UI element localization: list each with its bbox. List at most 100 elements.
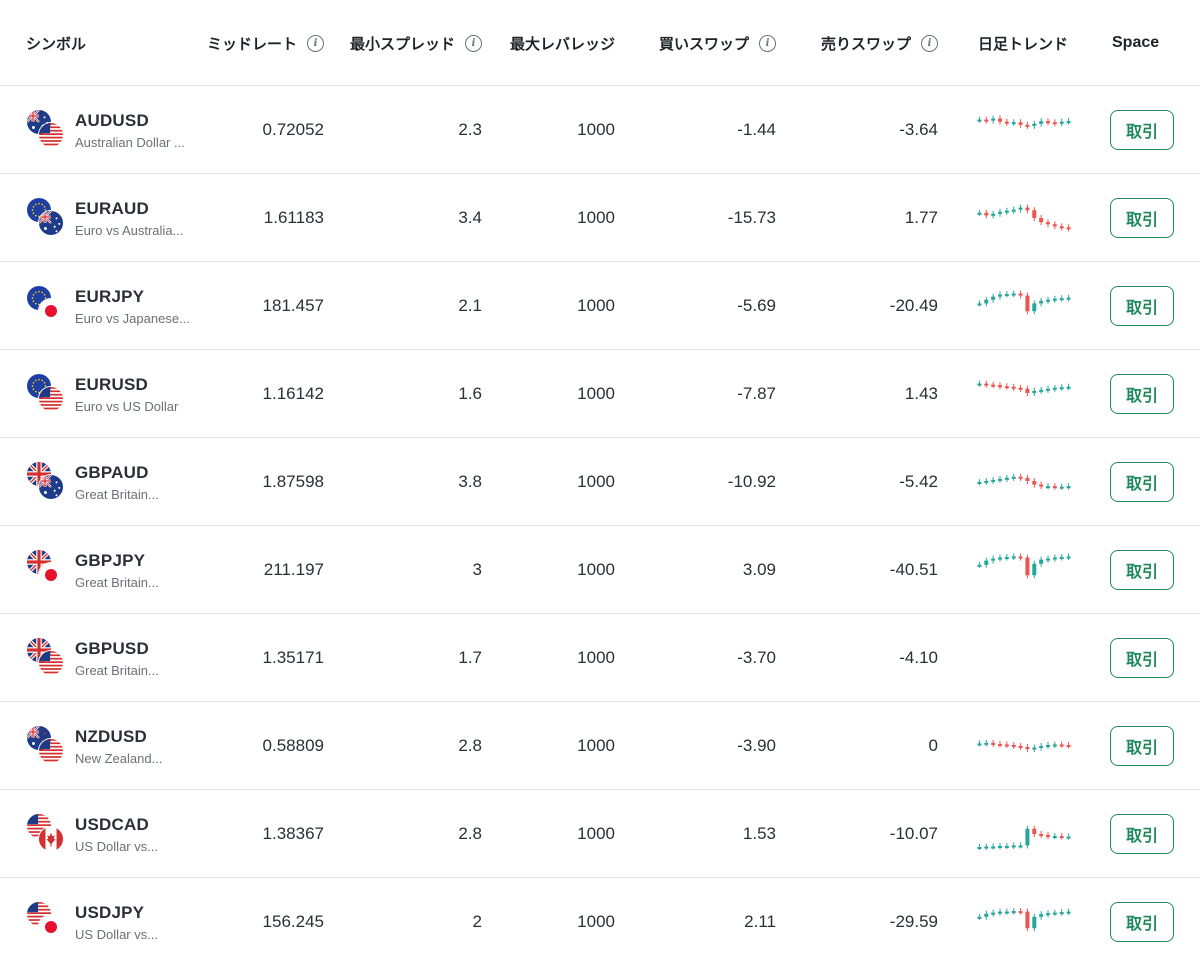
candle-body (1046, 121, 1050, 124)
symbol-cell[interactable]: AUDUSD Australian Dollar ... (26, 86, 185, 174)
currency-pair-flags (26, 197, 68, 239)
candle-body (1011, 386, 1016, 389)
table-row[interactable]: AUDUSD Australian Dollar ... 0.72052 2.3 100… (0, 86, 1200, 174)
symbol-cell[interactable]: GBPAUD Great Britain... (26, 438, 159, 526)
symbol-cell[interactable]: NZDUSD New Zealand... (26, 702, 162, 790)
candle-body (1018, 746, 1023, 748)
table-row[interactable]: USDJPY US Dollar vs... 156.245 2 1000 2.11 -29… (0, 878, 1200, 963)
candle-body (1018, 556, 1023, 559)
min-spread: 3.4 (458, 208, 482, 227)
au-flag-icon (38, 210, 64, 236)
candle-body (1059, 387, 1064, 390)
info-icon[interactable]: i (465, 34, 482, 52)
mid-rate: 1.61183 (263, 208, 324, 227)
symbol-cell[interactable]: USDJPY US Dollar vs... (26, 878, 158, 963)
symbol-cell[interactable]: EURAUD Euro vs Australia... (26, 174, 183, 262)
symbol-code[interactable]: EURAUD (75, 198, 149, 218)
mid-rate: 0.58809 (262, 736, 324, 755)
candle-body (977, 916, 982, 919)
col-header-symbol[interactable]: シンボル (26, 34, 87, 53)
col-header-mid-rate[interactable]: ミッドレート i (207, 0, 324, 86)
currency-pair-flags (26, 109, 68, 151)
trade-button[interactable]: 取引 (1110, 550, 1174, 590)
table-row[interactable]: GBPAUD Great Britain... 1.87598 3.8 1000 -10.… (0, 438, 1200, 526)
min-spread: 2.8 (458, 824, 482, 843)
candle-body (998, 478, 1002, 481)
symbol-code[interactable]: GBPUSD (75, 638, 149, 658)
col-header-sell-swap[interactable]: 売りスワップ i (821, 0, 938, 86)
info-icon[interactable]: i (307, 34, 324, 52)
symbol-name: Great Britain... (75, 574, 159, 590)
candle-body (1039, 484, 1044, 487)
candle-body (1039, 746, 1044, 748)
candle-body (998, 557, 1002, 560)
candle-body (1066, 911, 1071, 914)
mid-rate: 181.457 (262, 296, 324, 315)
trend-chart (977, 908, 1071, 932)
candle-body (1052, 224, 1057, 227)
candle-body (1046, 744, 1050, 747)
table-row[interactable]: USDCAD US Dollar vs... 1.38367 2.8 1000 1.53 -… (0, 790, 1200, 878)
trade-button[interactable]: 取引 (1110, 814, 1174, 854)
trade-button[interactable]: 取引 (1110, 374, 1174, 414)
symbol-cell[interactable]: GBPJPY Great Britain... (26, 526, 159, 614)
min-spread: 2 (472, 912, 482, 931)
mid-rate: 1.16142 (262, 384, 324, 403)
candle-body (1018, 911, 1023, 914)
candle-body (991, 213, 996, 216)
symbol-cell[interactable]: USDCAD US Dollar vs... (26, 790, 158, 878)
sell-swap: -20.49 (889, 296, 938, 315)
trend-chart (977, 739, 1071, 753)
col-header-min-spread[interactable]: 最小スプレッド i (350, 0, 482, 86)
trade-button[interactable]: 取引 (1110, 286, 1174, 326)
info-icon[interactable]: i (759, 34, 776, 52)
candle-body (1025, 477, 1030, 481)
candle-body (1046, 835, 1050, 838)
col-header-max-leverage[interactable]: 最大レバレッジ (509, 34, 615, 53)
candle-body (991, 384, 996, 387)
buy-swap: -3.70 (737, 648, 776, 667)
symbol-code[interactable]: USDJPY (75, 902, 145, 922)
mid-rate: 156.245 (262, 912, 324, 931)
table-row[interactable]: GBPJPY Great Britain... 211.197 3 1000 3.09 -4… (0, 526, 1200, 614)
col-header-buy-swap[interactable]: 買いスワップ i (659, 0, 776, 86)
candle-body (984, 846, 989, 849)
table-row[interactable]: GBPUSD Great Britain... 1.35171 1.7 1000 -3.7… (0, 614, 1200, 702)
symbol-cell[interactable]: EURUSD Euro vs US Dollar (26, 350, 178, 438)
candle-body (984, 560, 989, 565)
table-row[interactable]: EURAUD Euro vs Australia... 1.61183 3.4 1000… (0, 174, 1200, 262)
candle-body (1066, 486, 1071, 489)
symbol-code[interactable]: GBPJPY (75, 550, 146, 570)
symbol-code[interactable]: AUDUSD (75, 110, 149, 130)
table-row[interactable]: EURUSD Euro vs US Dollar 1.16142 1.6 1000 -7.… (0, 350, 1200, 438)
min-spread: 1.7 (458, 648, 482, 667)
trade-button[interactable]: 取引 (1110, 638, 1174, 678)
symbol-cell[interactable]: EURJPY Euro vs Japanese... (26, 262, 190, 350)
table-header: シンボル ミッドレート i 最小スプレッド i 最大レバレッジ 買いスワップ i 売り… (0, 0, 1200, 86)
buy-swap: -15.73 (727, 208, 776, 227)
symbol-cell[interactable]: GBPUSD Great Britain... (26, 614, 159, 702)
candle-body (1039, 834, 1044, 836)
trade-button[interactable]: 取引 (1110, 110, 1174, 150)
info-icon[interactable]: i (921, 34, 938, 52)
candle-body (1059, 912, 1064, 915)
symbol-code[interactable]: EURUSD (75, 374, 148, 394)
symbol-code[interactable]: NZDUSD (75, 726, 148, 746)
trade-button[interactable]: 取引 (1110, 726, 1174, 766)
symbol-code[interactable]: GBPAUD (75, 462, 149, 482)
trade-button[interactable]: 取引 (1110, 902, 1174, 942)
table-row[interactable]: EURJPY Euro vs Japanese... 181.457 2.1 1000 -… (0, 262, 1200, 350)
daily-trend-sparkline (976, 280, 1072, 332)
trade-button[interactable]: 取引 (1110, 198, 1174, 238)
candle-body (1059, 557, 1064, 559)
candle-body (1032, 916, 1037, 929)
buy-swap: -10.92 (727, 472, 776, 491)
symbol-code[interactable]: USDCAD (75, 814, 149, 834)
min-spread: 2.3 (458, 120, 482, 139)
candle-body (1004, 294, 1009, 297)
trade-button[interactable]: 取引 (1110, 462, 1174, 502)
candle-body (1059, 744, 1064, 747)
symbol-code[interactable]: EURJPY (75, 286, 145, 306)
max-leverage: 1000 (577, 208, 615, 227)
table-row[interactable]: NZDUSD New Zealand... 0.58809 2.8 1000 -3.90 0… (0, 702, 1200, 790)
